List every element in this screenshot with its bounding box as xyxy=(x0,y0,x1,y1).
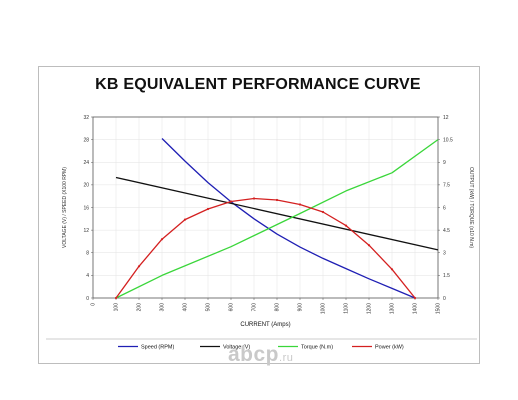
y-left-tick-label: 32 xyxy=(83,115,89,121)
watermark-logo: abcp.ru xyxy=(228,343,293,367)
power-point xyxy=(413,296,417,300)
x-tick-label: 900 xyxy=(298,303,304,312)
series-line-3 xyxy=(115,139,439,299)
y-left-tick-label: 12 xyxy=(83,228,89,234)
power-point xyxy=(390,268,394,271)
legend-label-4: Power (kW) xyxy=(375,345,404,351)
x-tick-label: 1100 xyxy=(344,303,350,314)
y-right-tick-label: 9 xyxy=(443,160,446,166)
power-point xyxy=(344,224,348,227)
x-axis-label: CURRENT (Amps) xyxy=(240,322,290,328)
power-point xyxy=(298,203,302,206)
x-tick-label: 300 xyxy=(160,303,166,312)
power-point xyxy=(114,296,118,300)
y-right-tick-label: 4.5 xyxy=(443,228,450,234)
series xyxy=(114,138,439,300)
power-point xyxy=(321,210,325,214)
y-left-tick-labels: 0 4 8 12 16 20 24 28 32 xyxy=(83,115,93,302)
x-tick-labels: 0 100 200 300 400 500 600 700 800 900 1000 1100 1200… xyxy=(91,298,442,314)
chart-title: KB EQUIVALENT PERFORMANCE CURVE xyxy=(95,76,421,93)
y-right-tick-label: 12 xyxy=(443,115,449,121)
series-line-2 xyxy=(115,176,439,251)
x-tick-label: 1500 xyxy=(436,303,442,314)
power-point xyxy=(229,200,233,203)
power-point xyxy=(137,265,141,268)
y-right-tick-label: 6 xyxy=(443,205,446,211)
x-tick-label: 800 xyxy=(275,303,281,312)
x-tick-label: 100 xyxy=(114,303,120,312)
x-tick-label: 1300 xyxy=(390,303,396,314)
power-point xyxy=(206,207,210,211)
legend-label-1: Speed (RPM) xyxy=(141,345,174,351)
y-left-tick-label: 24 xyxy=(83,160,89,166)
y-right-tick-labels: 0 1.5 3 4.5 6 7.5 9 10.5 12 xyxy=(438,115,453,302)
y-right-tick-label: 0 xyxy=(443,296,446,302)
x-tick-label: 0 xyxy=(91,303,97,306)
y-right-tick-label: 1.5 xyxy=(443,273,450,279)
y-left-tick-label: 28 xyxy=(83,137,89,143)
y-left-tick-label: 8 xyxy=(86,251,89,257)
y-right-tick-label: 7.5 xyxy=(443,183,450,189)
legend-label-2: Voltage (V) xyxy=(223,345,250,351)
y-right-axis-label: OUTPUT (kW) / TORQUE (x10 N.m) xyxy=(468,167,474,248)
power-point xyxy=(160,238,164,241)
x-tick-label: 1400 xyxy=(413,303,419,314)
x-tick-label: 400 xyxy=(183,303,189,312)
x-tick-label: 200 xyxy=(137,303,143,312)
y-left-axis-label: VOLTAGE (V) / SPEED (X100 RPM) xyxy=(62,167,68,248)
power-point xyxy=(275,198,279,202)
y-left-tick-label: 20 xyxy=(83,183,89,189)
y-right-tick-label: 3 xyxy=(443,251,446,257)
chart-frame xyxy=(38,66,480,364)
y-right-tick-label: 10.5 xyxy=(443,137,453,143)
x-tick-label: 1000 xyxy=(321,303,327,314)
y-left-tick-label: 4 xyxy=(86,273,89,279)
power-point xyxy=(252,197,256,200)
series-line-4 xyxy=(115,197,416,299)
watermark-tld: .ru xyxy=(279,352,294,364)
x-tick-label: 1200 xyxy=(367,303,373,314)
x-tick-label: 500 xyxy=(206,303,212,312)
watermark-brand: abcp xyxy=(228,343,280,366)
grid xyxy=(93,117,438,298)
series-line-1 xyxy=(161,138,416,299)
legend: Speed (RPM) Voltage (V) Torque (N.m) Power … xyxy=(46,338,477,351)
power-point xyxy=(183,218,187,221)
y-left-tick-label: 0 xyxy=(86,296,89,302)
x-tick-label: 700 xyxy=(252,303,258,312)
y-left-tick-label: 16 xyxy=(83,205,89,211)
legend-label-3: Torque (N.m) xyxy=(301,345,333,351)
x-tick-label: 600 xyxy=(229,303,235,312)
power-point xyxy=(367,244,371,247)
